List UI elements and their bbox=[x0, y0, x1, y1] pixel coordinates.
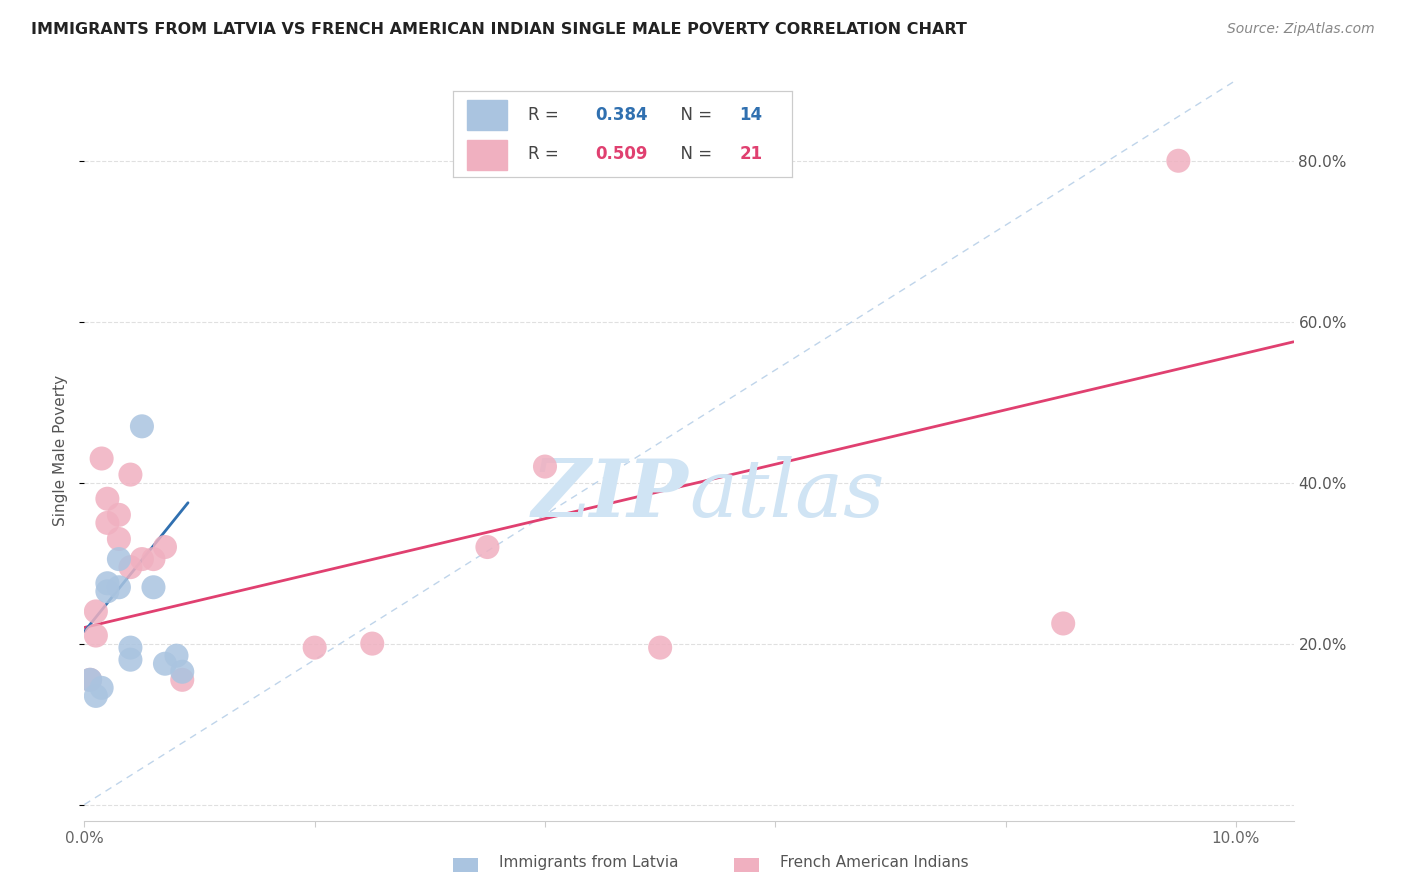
Point bbox=[1052, 616, 1074, 631]
Point bbox=[650, 640, 672, 655]
Point bbox=[1167, 153, 1189, 168]
Point bbox=[84, 689, 107, 703]
Text: atlas: atlas bbox=[689, 456, 884, 533]
Point bbox=[108, 552, 131, 566]
Text: IMMIGRANTS FROM LATVIA VS FRENCH AMERICAN INDIAN SINGLE MALE POVERTY CORRELATION: IMMIGRANTS FROM LATVIA VS FRENCH AMERICA… bbox=[31, 22, 967, 37]
Point bbox=[120, 467, 142, 482]
Point bbox=[108, 580, 131, 594]
Point bbox=[108, 532, 131, 546]
Point bbox=[84, 604, 107, 618]
Point bbox=[153, 540, 176, 554]
Point bbox=[477, 540, 499, 554]
Point bbox=[131, 419, 153, 434]
Point bbox=[96, 516, 118, 530]
Point bbox=[153, 657, 176, 671]
Point bbox=[79, 673, 101, 687]
Point bbox=[304, 640, 326, 655]
Point bbox=[120, 653, 142, 667]
Point bbox=[142, 552, 165, 566]
Point bbox=[96, 584, 118, 599]
Point bbox=[90, 681, 112, 695]
Text: French American Indians: French American Indians bbox=[780, 855, 969, 870]
Point bbox=[120, 560, 142, 574]
Point bbox=[120, 640, 142, 655]
Point bbox=[108, 508, 131, 522]
Text: Immigrants from Latvia: Immigrants from Latvia bbox=[499, 855, 679, 870]
Point bbox=[96, 491, 118, 506]
Point bbox=[166, 648, 188, 663]
Point bbox=[142, 580, 165, 594]
Point bbox=[90, 451, 112, 466]
Point bbox=[131, 552, 153, 566]
Point bbox=[361, 637, 384, 651]
Text: Source: ZipAtlas.com: Source: ZipAtlas.com bbox=[1227, 22, 1375, 37]
Point bbox=[96, 576, 118, 591]
Point bbox=[79, 673, 101, 687]
Point bbox=[84, 628, 107, 642]
Y-axis label: Single Male Poverty: Single Male Poverty bbox=[53, 375, 69, 526]
Point bbox=[172, 665, 194, 679]
Point bbox=[172, 673, 194, 687]
Point bbox=[534, 459, 557, 474]
Text: ZIP: ZIP bbox=[531, 456, 689, 533]
